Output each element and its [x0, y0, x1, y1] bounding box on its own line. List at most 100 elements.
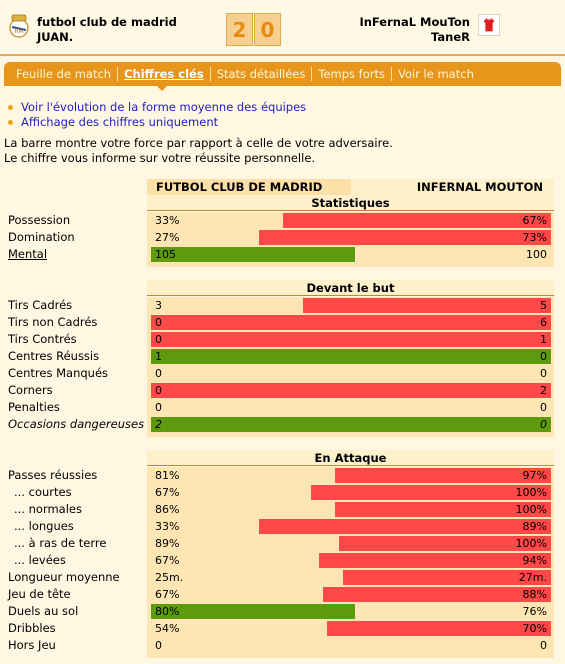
away-value: 100% [515, 537, 547, 550]
link-forme-moyenne-label[interactable]: Voir l'évolution de la forme moyenne des… [21, 100, 307, 114]
away-value: 73% [522, 231, 547, 244]
stat-bar-row: 105 100 [151, 247, 551, 262]
link-chiffres-uniquement[interactable]: Affichage des chiffres uniquement [8, 115, 306, 130]
away-value: 0 [540, 401, 547, 414]
stat-label: ... levées [14, 553, 66, 567]
stat-label: ... longues [14, 519, 74, 533]
stat-label[interactable]: Mental [8, 247, 48, 261]
away-value: 88% [522, 588, 547, 601]
stat-bar-row: 67% 88% [151, 587, 551, 602]
stat-label: Longueur moyenne [8, 570, 120, 584]
away-advantage-bar [311, 485, 551, 500]
stat-label: Centres Manqués [8, 366, 109, 380]
away-value: 100% [515, 486, 547, 499]
home-value: 0 [155, 401, 162, 414]
home-value: 33% [155, 520, 180, 533]
away-advantage-bar [259, 519, 551, 534]
link-chiffres-uniquement-label[interactable]: Affichage des chiffres uniquement [21, 115, 219, 129]
stat-label: Domination [8, 230, 75, 244]
home-team-block: futbol club de madrid JUAN. [37, 15, 177, 45]
home-advantage-bar [151, 247, 355, 262]
away-value: 67% [522, 214, 547, 227]
bullet-icon [8, 105, 13, 110]
stat-label: ... à ras de terre [14, 536, 107, 550]
info-text: La barre montre votre force par rapport … [4, 136, 393, 166]
stat-bar-row: 86% 100% [151, 502, 551, 517]
tab-temps-forts[interactable]: Temps forts [312, 67, 392, 81]
svg-text:RM: RM [14, 28, 23, 35]
away-value: 0 [540, 350, 547, 363]
stat-bar-row: 27% 73% [151, 230, 551, 245]
away-value: 1 [540, 333, 547, 346]
away-advantage-bar [339, 536, 551, 551]
stat-label: Tirs Cadrés [8, 298, 73, 312]
away-team-block: InFernaL MouTon TaneR [359, 15, 470, 45]
home-value: 1 [155, 350, 162, 363]
tab-stats-detaillees[interactable]: Stats détaillées [211, 67, 313, 81]
away-advantage-bar [319, 553, 551, 568]
away-manager-name[interactable]: TaneR [431, 30, 470, 44]
home-value: 67% [155, 588, 180, 601]
section-title: Statistiques [147, 195, 554, 211]
away-advantage-bar [151, 315, 551, 330]
link-forme-moyenne[interactable]: Voir l'évolution de la forme moyenne des… [8, 100, 306, 115]
away-advantage-bar [303, 298, 551, 313]
home-value: 0 [155, 367, 162, 380]
stat-label: Centres Réussis [8, 349, 100, 363]
home-value: 89% [155, 537, 180, 550]
away-value: 27m. [518, 571, 547, 584]
home-score: 2 [226, 13, 253, 46]
home-value: 0 [155, 384, 162, 397]
info-line-1: La barre montre votre force par rapport … [4, 136, 393, 150]
tab-feuille-de-match[interactable]: Feuille de match [10, 67, 119, 81]
stat-label: ... courtes [14, 485, 72, 499]
away-value: 0 [540, 367, 547, 380]
column-header-background [147, 179, 554, 195]
away-advantage-bar [283, 213, 551, 228]
away-advantage-bar [343, 570, 551, 585]
home-value: 86% [155, 503, 180, 516]
away-value: 5 [540, 299, 547, 312]
away-team-name[interactable]: InFernaL MouTon [359, 15, 470, 29]
away-advantage-bar [151, 332, 551, 347]
away-advantage-bar [259, 230, 551, 245]
away-value: 100 [526, 248, 547, 261]
away-value: 100% [515, 503, 547, 516]
away-value: 89% [522, 520, 547, 533]
active-tab-indicator [157, 86, 167, 91]
away-value: 94% [522, 554, 547, 567]
away-value: 97% [522, 469, 547, 482]
stat-bar-row: 81% 97% [151, 468, 551, 483]
stat-bar-row: 25m. 27m. [151, 570, 551, 585]
home-value: 0 [155, 333, 162, 346]
stat-label: Jeu de tête [8, 587, 71, 601]
away-advantage-bar [327, 621, 551, 636]
away-value: 0 [540, 418, 547, 431]
option-links: Voir l'évolution de la forme moyenne des… [8, 100, 306, 130]
away-advantage-bar [151, 383, 551, 398]
home-team-name[interactable]: futbol club de madrid [37, 15, 177, 29]
home-value: 25m. [155, 571, 184, 584]
home-value: 27% [155, 231, 180, 244]
stat-bar-row: 67% 100% [151, 485, 551, 500]
home-value: 0 [155, 639, 162, 652]
stat-bar-row: 67% 94% [151, 553, 551, 568]
home-value: 67% [155, 554, 180, 567]
home-manager-name[interactable]: JUAN. [37, 30, 74, 44]
away-value: 0 [540, 639, 547, 652]
club-crest-icon: RM [9, 14, 29, 38]
home-value: 80% [155, 605, 180, 618]
away-jersey-icon [478, 14, 500, 36]
away-value: 70% [522, 622, 547, 635]
stat-bar-row: 80% 76% [151, 604, 551, 619]
home-advantage-bar [151, 604, 355, 619]
tab-voir-le-match[interactable]: Voir le match [397, 67, 474, 81]
tab-chiffres-cles[interactable]: Chiffres clés [118, 67, 211, 81]
